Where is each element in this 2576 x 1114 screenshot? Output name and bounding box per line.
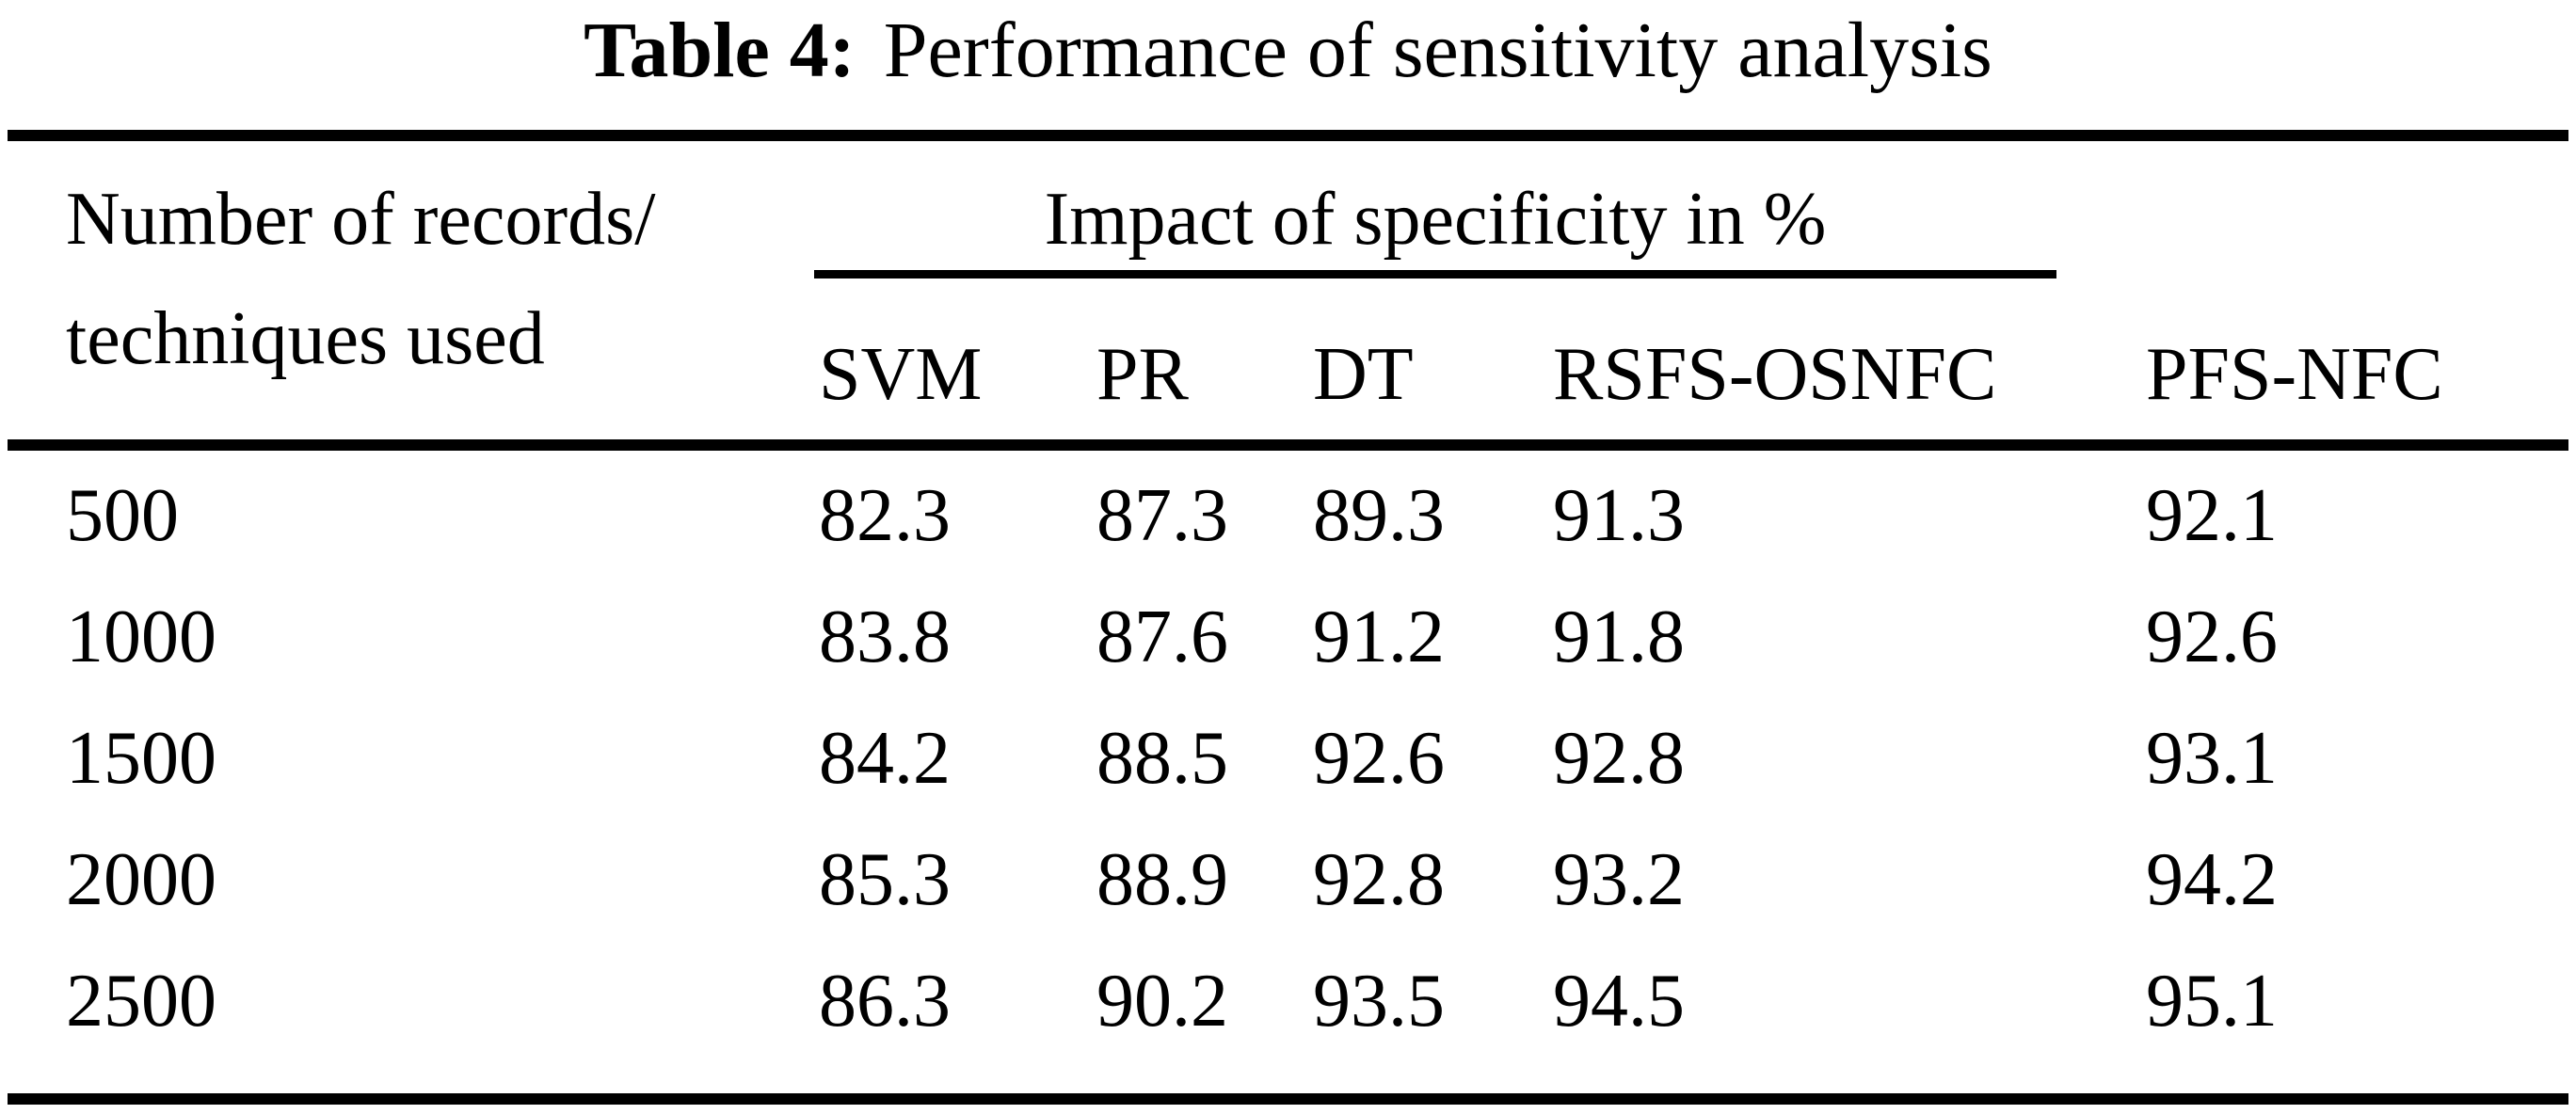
span-header-rule [814,270,2056,278]
table-cell: 92.8 [1313,837,1445,921]
table-body: 500 82.3 87.3 89.3 91.3 92.1 1000 83.8 8… [0,454,2576,1061]
table-cell: 85.3 [819,837,951,921]
table-cell: 92.8 [1553,716,1685,800]
header-rule [8,439,2568,451]
table-caption: Table 4: Performance of sensitivity analy… [0,6,2576,96]
column-header-pr: PR [1096,333,1189,416]
table-cell: 93.1 [2146,716,2278,800]
row-label: 2500 [66,959,216,1042]
column-header-dt: DT [1313,333,1414,416]
table-cell: 94.5 [1553,959,1685,1042]
table-cell: 87.3 [1096,473,1228,557]
table-cell: 89.3 [1313,473,1445,557]
column-header-svm: SVM [819,333,983,416]
row-label: 500 [66,473,179,557]
table-row: 2000 85.3 88.9 92.8 93.2 94.2 [0,819,2576,940]
table-row: 1500 84.2 88.5 92.6 92.8 93.1 [0,697,2576,819]
table-cell: 91.2 [1313,595,1445,678]
spacer-cell [66,327,819,422]
table-row: 1000 83.8 87.6 91.2 91.8 92.6 [0,576,2576,697]
stub-header-line1: Number of records/ [66,178,656,261]
column-header-pfs-nfc: PFS-NFC [2146,333,2443,416]
table-cell: 87.6 [1096,595,1228,678]
table-cell: 88.5 [1096,716,1228,800]
table-cell: 91.8 [1553,595,1685,678]
caption-label: Table 4: [584,7,856,94]
stub-header-line2: techniques used [66,297,545,380]
row-label: 2000 [66,837,216,921]
table-cell: 94.2 [2146,837,2278,921]
caption-text: Performance of sensitivity analysis [883,7,1992,94]
row-label: 1000 [66,595,216,678]
table-cell: 86.3 [819,959,951,1042]
bottom-rule [8,1093,2568,1105]
table-cell: 95.1 [2146,959,2278,1042]
table-cell: 93.2 [1553,837,1685,921]
table-cell: 88.9 [1096,837,1228,921]
table-cell: 90.2 [1096,959,1228,1042]
column-header-rsfs-osnfc: RSFS-OSNFC [1553,333,1997,416]
table-cell: 92.6 [2146,595,2278,678]
table-cell: 84.2 [819,716,951,800]
table-cell: 91.3 [1553,473,1685,557]
table-row: 2500 86.3 90.2 93.5 94.5 95.1 [0,940,2576,1061]
table-cell: 92.1 [2146,473,2278,557]
table-cell: 92.6 [1313,716,1445,800]
table-cell: 93.5 [1313,959,1445,1042]
column-header-row: SVM PR DT RSFS-OSNFC PFS-NFC [0,327,2576,422]
stub-column-header: Number of records/ techniques used [66,160,655,399]
top-rule [8,130,2568,141]
row-label: 1500 [66,716,216,800]
span-column-header: Impact of specificity in % [1044,178,1827,261]
table-row: 500 82.3 87.3 89.3 91.3 92.1 [0,454,2576,576]
table-cell: 83.8 [819,595,951,678]
table-cell: 82.3 [819,473,951,557]
